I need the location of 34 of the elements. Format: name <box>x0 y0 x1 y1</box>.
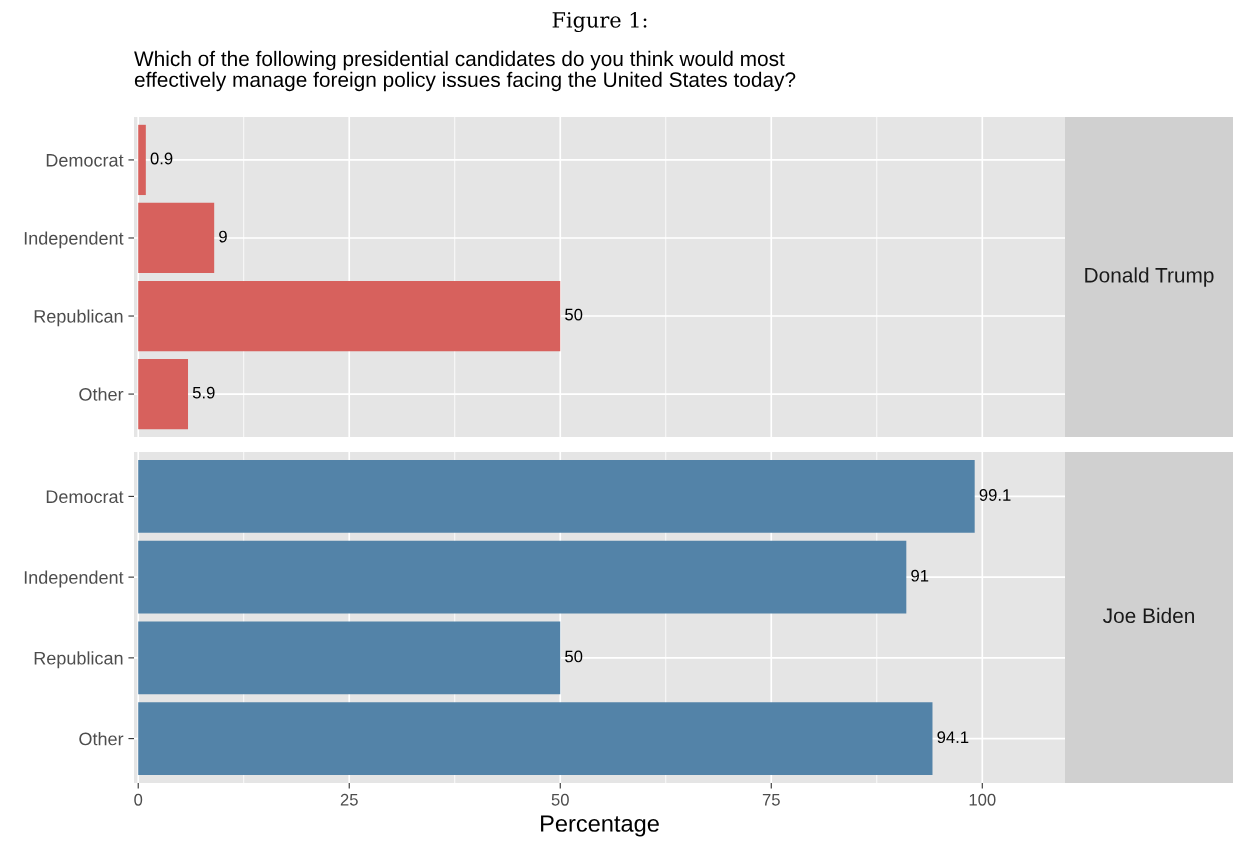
y-tick-label: Democrat <box>46 154 124 167</box>
bar <box>138 280 561 352</box>
bar <box>138 124 146 196</box>
data-label: 5.9 <box>192 386 215 399</box>
x-tick-label: 50 <box>551 793 569 806</box>
y-tick-label: Republican <box>34 309 123 327</box>
y-tick-label: Republican <box>34 651 123 669</box>
data-label: 91 <box>911 569 929 582</box>
x-tick-label: 25 <box>340 793 358 806</box>
data-label: 50 <box>565 308 583 321</box>
y-tick-label: Independent <box>24 231 124 249</box>
y-tick-label: Other <box>79 387 124 401</box>
y-tick-label: Independent <box>24 570 124 588</box>
data-label: 9 <box>219 230 227 243</box>
bar <box>138 702 933 775</box>
data-label: 99.1 <box>979 489 1011 501</box>
data-label: 50 <box>565 650 583 663</box>
y-tick-label: Other <box>79 732 124 746</box>
bar <box>138 621 561 695</box>
x-tick-label: 75 <box>762 794 780 806</box>
y-tick-label: Democrat <box>46 490 124 504</box>
x-tick-label: 0 <box>134 793 143 806</box>
text: Joe Biden <box>1103 607 1194 624</box>
bar <box>138 358 189 430</box>
text: Donald Trump <box>1085 267 1214 287</box>
data-label: 94.1 <box>937 731 969 744</box>
bar <box>138 540 907 614</box>
bar <box>138 460 975 533</box>
chart-title: Figure 1: <box>552 11 647 33</box>
bar <box>138 202 215 274</box>
chart-subtitle: Which of the following presidential candidates do you think would most effectively manage foreign policy issues facing the United States today? <box>134 50 796 92</box>
data-label: 0.9 <box>150 152 173 165</box>
x-axis-title: Percentage <box>541 815 659 837</box>
x-tick-label: 100 <box>969 793 996 806</box>
